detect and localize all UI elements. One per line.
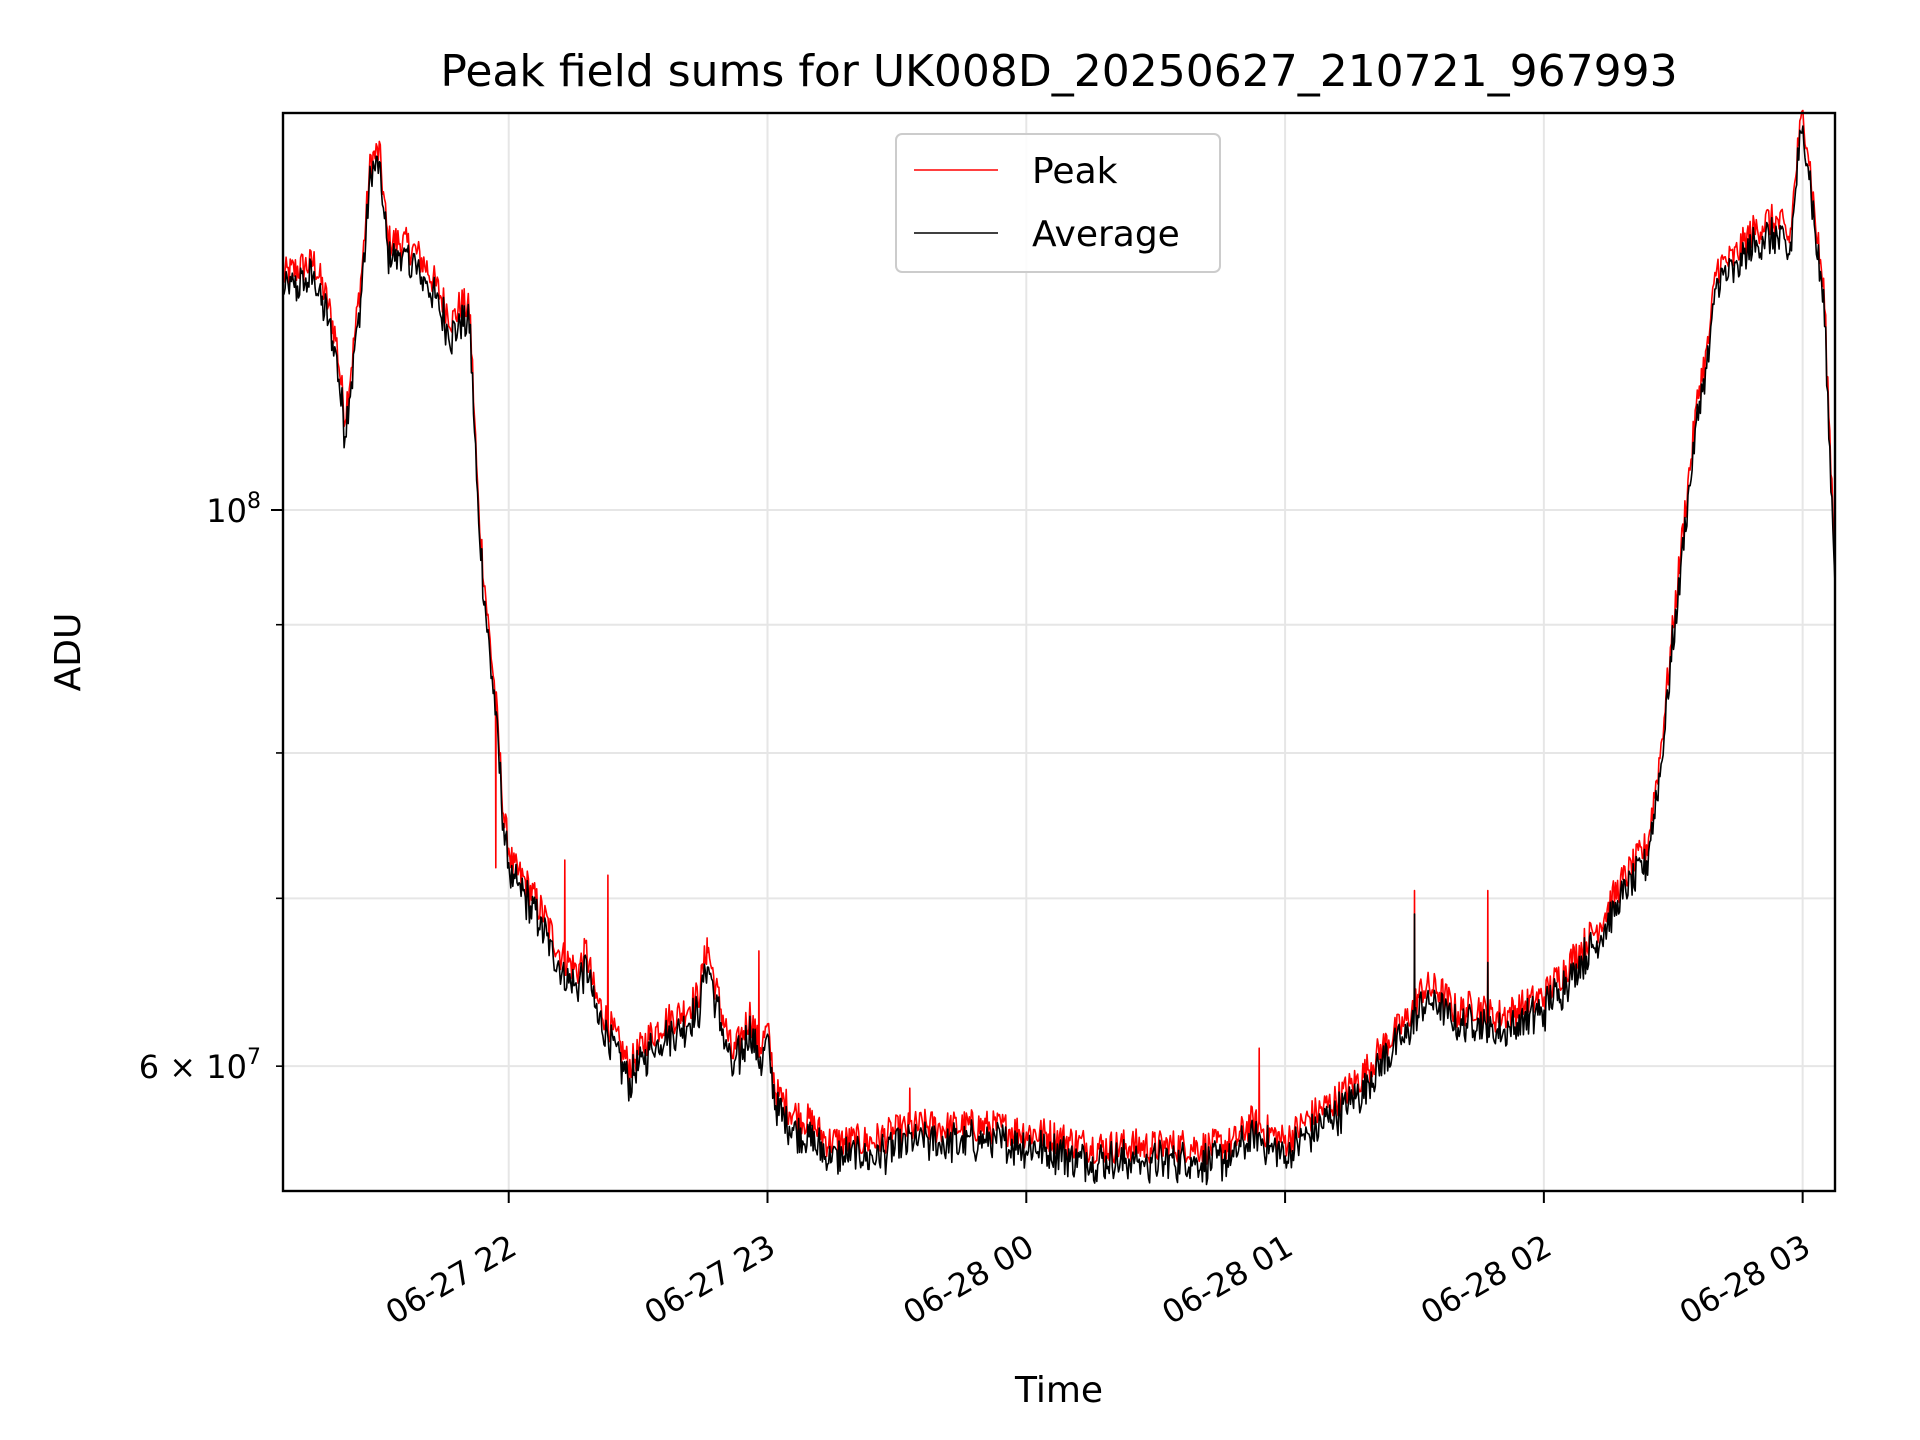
x-axis-label: Time (1014, 1370, 1103, 1411)
series-line-average (282, 125, 1836, 1186)
series-line-peak (282, 109, 1836, 1165)
plot-frame (281, 111, 1837, 1193)
legend-label-average: Average (1032, 214, 1180, 255)
legend-box (895, 133, 1221, 273)
chart-title: Peak field sums for UK008D_20250627_2107… (440, 46, 1677, 97)
series-layer (282, 109, 1836, 1186)
y-axis-label: ADU (48, 613, 89, 692)
legend: Peak Average (895, 133, 1221, 273)
y-tick-label: 6 × 107 (139, 1045, 261, 1086)
legend-label-peak: Peak (1032, 151, 1118, 192)
